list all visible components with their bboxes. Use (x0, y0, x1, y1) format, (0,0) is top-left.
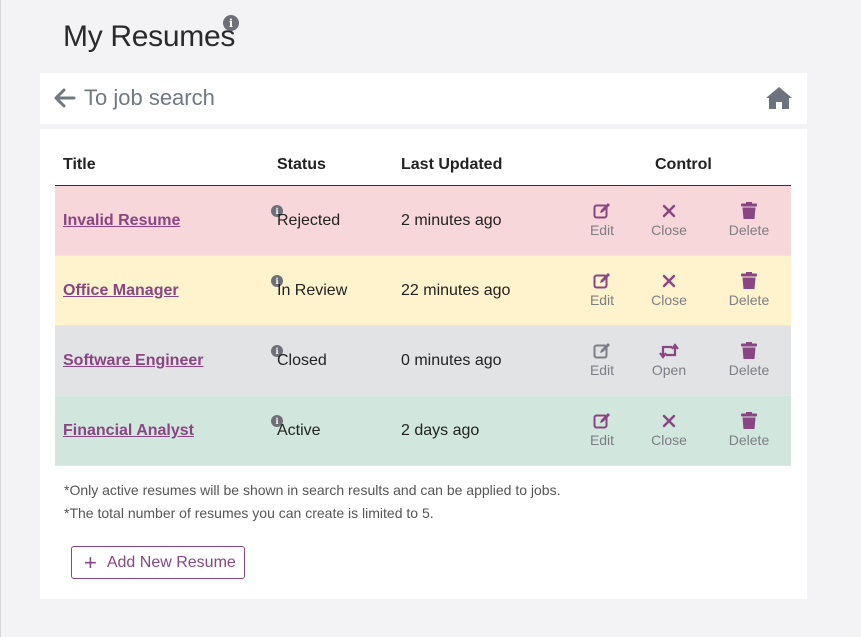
delete-button[interactable]: Delete (719, 341, 779, 378)
last-updated-text: 0 minutes ago (401, 352, 502, 369)
delete-button[interactable]: Delete (719, 201, 779, 238)
close-label: Close (651, 432, 687, 448)
edit-icon (572, 201, 632, 221)
resume-title-link[interactable]: Financial Analyst (63, 422, 194, 439)
table-header: Title Status Last Updated Control (55, 145, 791, 186)
open-label: Open (651, 362, 687, 378)
notes: *Only active resumes will be shown in se… (64, 479, 560, 525)
edit-icon (572, 411, 632, 431)
status-info-icon[interactable]: i (271, 345, 283, 357)
resume-title-link[interactable]: Software Engineer (63, 352, 204, 369)
close-button[interactable]: Close (639, 271, 699, 308)
note-limit: *The total number of resumes you can cre… (64, 505, 434, 521)
status-text: Active (277, 422, 321, 439)
delete-label: Delete (728, 432, 770, 448)
table-row: Office Manager i In Review 22 minutes ag… (55, 256, 791, 326)
delete-label: Delete (728, 292, 770, 308)
last-updated-text: 2 days ago (401, 422, 480, 439)
x-icon (639, 201, 699, 221)
trash-icon (719, 411, 779, 431)
resumes-card: Title Status Last Updated Control Invali… (40, 129, 807, 599)
x-icon (639, 271, 699, 291)
retweet-icon (639, 341, 699, 361)
status-text: Rejected (277, 212, 341, 229)
delete-button[interactable]: Delete (719, 411, 779, 448)
add-new-resume-label: Add New Resume (106, 553, 236, 571)
status-info-icon[interactable]: i (271, 275, 283, 287)
header-status: Status (277, 156, 326, 173)
arrow-left-icon (54, 88, 76, 108)
add-new-resume-button[interactable]: + Add New Resume (71, 546, 245, 579)
page-title: My Resumes (63, 20, 236, 53)
delete-label: Delete (728, 362, 770, 378)
edit-button[interactable]: Edit (572, 271, 632, 308)
trash-icon (719, 201, 779, 221)
last-updated-text: 22 minutes ago (401, 282, 511, 299)
edit-label: Edit (589, 292, 615, 308)
table-row: Invalid Resume i Rejected 2 minutes ago … (55, 186, 791, 256)
edit-icon (572, 341, 632, 361)
resumes-table: Title Status Last Updated Control Invali… (55, 145, 791, 466)
edit-label: Edit (589, 432, 615, 448)
resume-title-link[interactable]: Invalid Resume (63, 212, 181, 229)
table-row: Software Engineer i Closed 0 minutes ago… (55, 326, 791, 396)
note-active-only: *Only active resumes will be shown in se… (64, 482, 561, 498)
close-button[interactable]: Close (639, 201, 699, 238)
resume-title-link[interactable]: Office Manager (63, 282, 179, 299)
status-info-icon[interactable]: i (271, 205, 283, 217)
delete-button[interactable]: Delete (719, 271, 779, 308)
close-button[interactable]: Close (639, 411, 699, 448)
table-row: Financial Analyst i Active 2 days ago Ed… (55, 396, 791, 466)
edit-label: Edit (589, 222, 615, 238)
topbar: To job search (40, 73, 807, 124)
status-text: In Review (277, 282, 348, 299)
header-control: Control (655, 156, 712, 173)
header-last-updated: Last Updated (401, 156, 503, 173)
edit-icon (572, 271, 632, 291)
header-title: Title (63, 156, 96, 173)
trash-icon (719, 271, 779, 291)
open-button[interactable]: Open (639, 341, 699, 378)
edit-button[interactable]: Edit (572, 341, 632, 378)
last-updated-text: 2 minutes ago (401, 212, 502, 229)
trash-icon (719, 341, 779, 361)
status-info-icon[interactable]: i (271, 415, 283, 427)
info-icon[interactable]: i (223, 15, 239, 31)
delete-label: Delete (728, 222, 770, 238)
close-label: Close (651, 222, 687, 238)
edit-button[interactable]: Edit (572, 411, 632, 448)
edit-button[interactable]: Edit (572, 201, 632, 238)
status-text: Closed (277, 352, 327, 369)
home-icon[interactable] (765, 86, 793, 110)
back-link-label: To job search (84, 85, 215, 110)
close-label: Close (651, 292, 687, 308)
plus-icon: + (84, 549, 97, 575)
x-icon (639, 411, 699, 431)
back-to-job-search-link[interactable]: To job search (54, 85, 215, 111)
edit-label: Edit (589, 362, 615, 378)
